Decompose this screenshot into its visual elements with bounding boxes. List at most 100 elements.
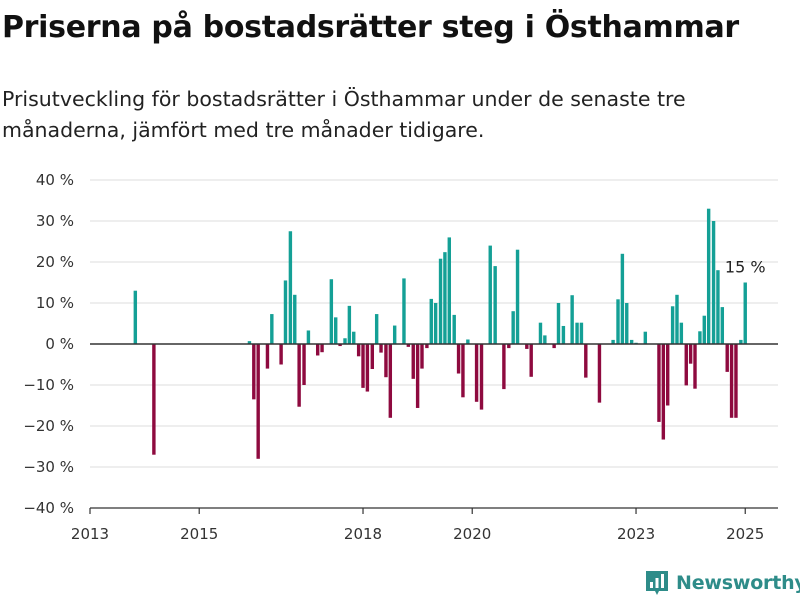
bar (293, 294, 297, 344)
bar (283, 280, 288, 344)
bar (743, 282, 747, 344)
bar (361, 344, 365, 388)
bar (739, 339, 743, 344)
y-tick-label: 30 % (36, 212, 74, 230)
bar (629, 339, 634, 344)
bar-chart-logo-icon (646, 571, 668, 595)
bar (657, 344, 661, 422)
bar (370, 344, 375, 370)
bar (474, 344, 479, 402)
bar (329, 279, 334, 344)
bar (679, 322, 684, 344)
bars (133, 208, 747, 459)
bar (338, 344, 342, 347)
bar (420, 344, 424, 369)
bar (675, 294, 679, 344)
bar (729, 344, 734, 418)
bar (252, 344, 256, 400)
bar (711, 221, 716, 344)
bar (665, 344, 670, 406)
bar (392, 325, 397, 344)
bar (456, 344, 461, 374)
bar (425, 344, 429, 349)
bar (343, 338, 347, 344)
bar (734, 344, 738, 418)
bar (133, 290, 138, 344)
bar (538, 322, 543, 344)
bar (543, 335, 547, 344)
bar (684, 344, 688, 386)
bar (352, 331, 356, 344)
y-tick-labels: −40 % −30 % −20 % −10 % 0 % 10 % 20 % 30 % 40 % (23, 171, 74, 517)
bar (152, 344, 156, 455)
bar (334, 317, 338, 344)
bar (443, 252, 447, 344)
bar (693, 344, 697, 389)
bar (461, 344, 465, 398)
brand-logo: Newsworthy (644, 568, 800, 598)
annotations: 15 % (725, 258, 766, 277)
bar (561, 325, 566, 344)
bar (529, 344, 533, 377)
bar (315, 344, 320, 356)
y-tick-label: −30 % (23, 458, 74, 476)
bar (552, 344, 556, 349)
bar (384, 344, 388, 378)
x-tick-label: 2013 (71, 525, 109, 543)
bar (302, 344, 306, 385)
bar (256, 344, 260, 459)
bar (320, 344, 324, 353)
axes (89, 343, 778, 514)
bar (706, 208, 711, 344)
y-tick-label: −20 % (23, 417, 74, 435)
bar (661, 344, 666, 440)
y-tick-label: −40 % (23, 499, 74, 517)
x-tick-label: 2015 (180, 525, 218, 543)
bar (347, 305, 352, 344)
bar (365, 344, 370, 392)
bar (525, 344, 529, 349)
bar (670, 306, 675, 344)
bar (288, 231, 293, 344)
bar (374, 314, 379, 344)
bar (702, 315, 706, 344)
bar (388, 344, 393, 418)
bar (716, 270, 720, 344)
bar (452, 314, 456, 344)
y-tick-label: −10 % (23, 376, 74, 394)
bar (279, 344, 283, 365)
chart-title: Priserna på bostadsrätter steg i Östhamm… (2, 10, 739, 45)
bar (402, 278, 406, 344)
bar (406, 344, 411, 347)
bar (247, 341, 252, 344)
x-tick-label: 2023 (617, 525, 655, 543)
y-tick-label: 0 % (45, 335, 74, 353)
bar (356, 344, 361, 357)
bar (725, 344, 729, 372)
x-tick-label: 2020 (453, 525, 491, 543)
bar (466, 339, 470, 344)
y-tick-label: 40 % (36, 171, 74, 189)
bar (379, 344, 383, 353)
bar (570, 295, 574, 344)
bar (720, 307, 725, 344)
bar (620, 253, 625, 344)
bar (502, 344, 506, 390)
bar (698, 331, 702, 344)
bar (584, 344, 588, 378)
bar (411, 344, 415, 379)
bar (511, 311, 515, 344)
x-tick-label: 2025 (726, 525, 764, 543)
bar (297, 344, 301, 407)
bar (575, 322, 579, 344)
bar (688, 344, 693, 364)
bar (597, 344, 602, 403)
bar (507, 344, 511, 349)
bar (515, 249, 520, 344)
bar (429, 298, 433, 344)
bar (270, 314, 274, 344)
brand-name: Newsworthy (676, 572, 800, 594)
bar (611, 339, 615, 344)
bar (488, 245, 492, 344)
